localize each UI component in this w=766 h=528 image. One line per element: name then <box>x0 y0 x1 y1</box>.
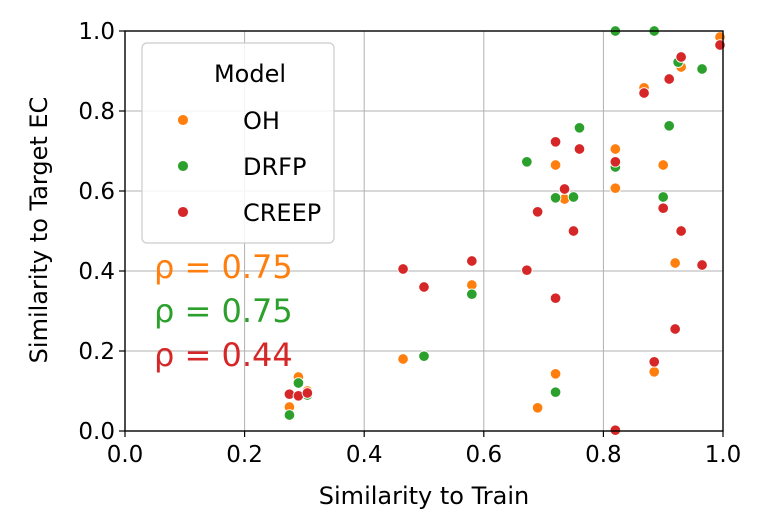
point-creep <box>531 206 544 218</box>
point-creep <box>573 143 586 155</box>
point-creep <box>609 156 622 168</box>
point-oh <box>648 366 660 378</box>
point-creep <box>609 424 622 436</box>
point-oh <box>549 368 562 380</box>
point-creep <box>549 292 562 304</box>
point-drfp <box>283 409 296 421</box>
legend-label-oh: OH <box>243 107 280 135</box>
point-drfp <box>567 191 580 203</box>
y-tick-label: 1.0 <box>78 19 115 45</box>
x-tick-label: 0.4 <box>346 442 383 468</box>
point-creep <box>638 87 650 99</box>
x-axis-label: Similarity to Train <box>319 482 529 510</box>
point-creep <box>669 323 681 335</box>
point-creep <box>648 356 660 368</box>
axis-ticks: 0.0 0.2 0.4 0.6 0.8 1.0 0.0 0.2 0.4 0.6 0.8 1.0 <box>78 19 741 468</box>
point-creep <box>301 387 314 399</box>
data-points <box>283 25 726 436</box>
legend-marker-drfp <box>177 160 189 172</box>
legend-title: Model <box>214 60 286 88</box>
rho-annotation-creep: ρ = 0.44 <box>154 336 293 374</box>
point-creep <box>675 51 687 63</box>
point-oh <box>531 402 544 414</box>
point-drfp <box>418 350 430 362</box>
point-creep <box>663 73 675 85</box>
y-tick-label: 0.2 <box>78 339 115 365</box>
point-drfp <box>466 288 478 300</box>
point-creep <box>696 259 708 271</box>
point-oh <box>669 257 681 269</box>
point-drfp <box>549 386 562 398</box>
x-tick-label: 0.6 <box>466 442 503 468</box>
point-oh <box>609 182 622 194</box>
legend: Model OH DRFP CREEP <box>141 42 335 244</box>
legend-box <box>141 42 335 244</box>
point-drfp <box>549 192 562 204</box>
point-creep <box>521 264 533 276</box>
legend-label-creep: CREEP <box>243 199 321 227</box>
point-creep <box>567 225 580 237</box>
legend-marker-oh <box>177 114 189 126</box>
point-oh <box>609 143 622 155</box>
rho-annotation-oh: ρ = 0.75 <box>154 248 293 286</box>
point-creep <box>466 255 478 267</box>
point-creep <box>397 263 409 275</box>
y-axis-label: Similarity to Target EC <box>25 97 53 364</box>
y-tick-label: 0.4 <box>78 259 115 285</box>
point-creep <box>675 225 687 237</box>
x-tick-label: 0.2 <box>226 442 263 468</box>
x-tick-label: 0.0 <box>107 442 144 468</box>
point-creep <box>418 281 430 293</box>
legend-label-drfp: DRFP <box>243 153 306 181</box>
point-drfp <box>521 156 533 168</box>
x-tick-label: 0.8 <box>585 442 622 468</box>
y-tick-label: 0.6 <box>78 179 115 205</box>
point-creep <box>558 183 571 195</box>
point-creep <box>549 136 562 148</box>
legend-marker-creep <box>177 206 189 218</box>
point-drfp <box>696 63 708 75</box>
point-drfp <box>292 377 305 389</box>
point-creep <box>657 202 669 214</box>
point-oh <box>657 159 669 171</box>
plot-frame <box>124 30 724 432</box>
point-oh <box>549 159 562 171</box>
point-oh <box>397 353 409 365</box>
rho-annotation-drfp: ρ = 0.75 <box>154 292 293 330</box>
y-tick-label: 0.0 <box>78 419 115 445</box>
point-creep <box>714 39 726 51</box>
point-drfp <box>657 191 669 203</box>
point-drfp <box>573 122 586 134</box>
x-tick-label: 1.0 <box>705 442 742 468</box>
point-drfp <box>663 120 675 132</box>
y-tick-label: 0.8 <box>78 99 115 125</box>
